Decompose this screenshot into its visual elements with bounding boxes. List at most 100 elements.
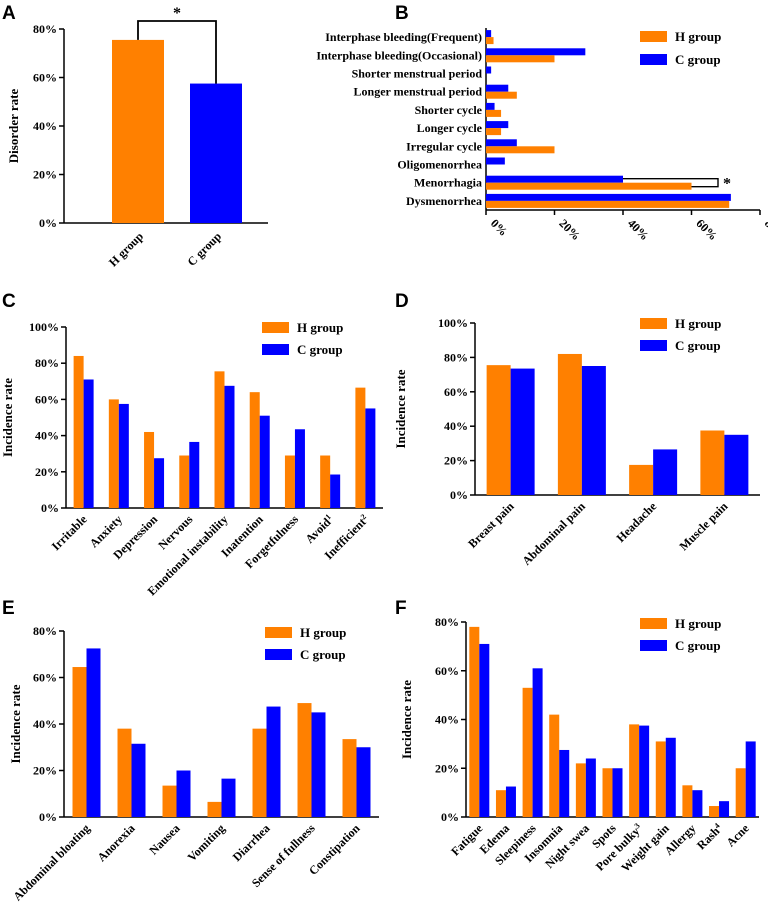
- e-bar-h-anorexia: [117, 728, 132, 817]
- f-bar-c-rash: [719, 801, 730, 817]
- d-y-tick-label: 0%: [450, 488, 468, 502]
- b-legend-label-c: C group: [675, 52, 721, 67]
- c-bar-c-depression: [154, 458, 165, 508]
- f-category-label-acne: Acne: [724, 821, 753, 850]
- f-bar-h-weight-gain: [655, 741, 666, 817]
- b-category-label-shorter-menstrual-period: Shorter menstrual period: [352, 67, 483, 81]
- b-significance-bracket: [623, 178, 719, 188]
- b-category-label-dysmenorrhea: Dysmenorrhea: [406, 194, 482, 208]
- f-bar-c-edema: [505, 786, 516, 817]
- a-category-label-c-group: C group: [184, 229, 224, 269]
- b-legend-swatch-h: [640, 31, 667, 42]
- f-bar-h-sleepiness: [522, 687, 533, 817]
- f-bar-c-allergy: [692, 790, 703, 817]
- f-bar-c-spots: [612, 768, 623, 817]
- panel-b-menstrual-chart: 0% 20% 40% 60% 80% Interphase bleeding(Freque…: [316, 28, 768, 243]
- panel-d-pain-chart: 0% 20% 40% 60% 80% 100% Incidence rate Breast p…: [393, 316, 760, 568]
- b-category-label-longer-menstrual-period: Longer menstrual period: [354, 85, 483, 99]
- e-bar-h-constipation: [342, 739, 357, 817]
- b-legend-label-h: H group: [675, 29, 721, 44]
- c-bar-h-nervous: [179, 455, 190, 508]
- a-y-axis-label: Disorder rate: [6, 89, 21, 164]
- panel-label-b: B: [395, 3, 409, 24]
- f-category-label-rash: Rash4: [694, 821, 725, 852]
- c-y-tick-label: 80%: [35, 356, 59, 370]
- e-bar-h-sense-of-fullness: [297, 703, 312, 817]
- f-bar-h-acne: [735, 768, 746, 817]
- panel-label-c: C: [2, 291, 16, 312]
- f-legend-swatch-h: [640, 618, 667, 629]
- b-category-label-irregular-cycle: Irregular cycle: [406, 139, 483, 153]
- f-bar-h-spots: [602, 768, 613, 817]
- d-bar-h-muscle-pain: [700, 430, 725, 495]
- f-legend-label-c: C group: [675, 638, 721, 653]
- e-category-label-nausea: Nausea: [146, 821, 182, 857]
- a-bar-h-group: [112, 39, 164, 223]
- a-y-tick-label: 0%: [39, 216, 57, 230]
- e-bar-h-nausea: [162, 785, 177, 817]
- f-y-tick-label: 0%: [441, 810, 459, 824]
- panel-e-digestive-chart: 0% 20% 40% 60% 80% Incidence rate Abdominal bl…: [8, 624, 379, 904]
- d-bar-c-headache: [653, 449, 678, 495]
- b-category-label-interphase-bleeding-frequent: Interphase bleeding(Frequent): [325, 30, 482, 44]
- f-category-label-fatigue: Fatigue: [448, 821, 486, 859]
- e-category-label-abdominal-bloating: Abdominal bloating: [10, 821, 92, 903]
- c-y-axis-label: Incidence rate: [0, 378, 15, 457]
- c-legend-swatch-c: [262, 344, 289, 355]
- d-category-label-abdominal-pain: Abdominal pain: [519, 499, 588, 568]
- panel-label-e: E: [2, 598, 15, 619]
- c-y-tick-label: 0%: [41, 501, 59, 515]
- d-legend-swatch-h: [640, 318, 667, 329]
- b-significance-star: *: [723, 176, 731, 193]
- d-bar-h-headache: [629, 464, 654, 495]
- b-category-label-oligomenorrhea: Oligomenorrhea: [397, 158, 482, 172]
- a-significance-star: *: [173, 5, 181, 22]
- c-y-tick-label: 100%: [29, 320, 59, 334]
- b-category-label-shorter-cycle: Shorter cycle: [415, 103, 483, 117]
- f-bar-c-night-swea: [585, 758, 596, 817]
- e-bar-c-constipation: [356, 747, 371, 817]
- b-bar-h-dysmenorrhea: [486, 200, 730, 208]
- c-category-label-irritable: Irritable: [49, 512, 90, 553]
- c-bar-c-avoid: [330, 474, 341, 508]
- d-y-tick-label: 80%: [444, 350, 468, 364]
- a-category-label-h-group: H group: [106, 229, 146, 269]
- f-y-tick-label: 20%: [435, 761, 459, 775]
- e-y-axis-label: Incidence rate: [8, 684, 23, 763]
- d-bar-c-breast-pain: [510, 368, 535, 495]
- f-bar-c-pore-bulky: [639, 725, 650, 817]
- e-category-label-vomiting: Vomiting: [185, 821, 228, 864]
- e-y-tick-label: 40%: [33, 717, 57, 731]
- f-bar-c-weight-gain: [665, 737, 676, 817]
- c-bar-h-depression: [144, 431, 155, 508]
- b-bar-c-longer-menstrual-period: [486, 84, 509, 92]
- b-bar-c-irregular-cycle: [486, 139, 517, 147]
- d-bar-c-abdominal-pain: [581, 366, 606, 495]
- b-category-label-interphase-bleeding-occasional: Interphase bleeding(Occasional): [316, 48, 482, 62]
- e-legend-swatch-c: [265, 649, 292, 660]
- f-y-axis-label: Incidence rate: [399, 680, 414, 759]
- f-y-tick-label: 80%: [435, 615, 459, 629]
- f-bar-c-insomnia: [559, 749, 570, 817]
- c-bar-c-emotional-instability: [224, 385, 235, 508]
- e-y-tick-label: 20%: [33, 764, 57, 778]
- b-bar-c-interphase-bleeding-frequent: [486, 30, 492, 38]
- e-y-tick-label: 0%: [39, 810, 57, 824]
- e-bar-c-nausea: [176, 770, 191, 817]
- c-bar-h-avoid: [320, 455, 331, 508]
- b-bar-h-interphase-bleeding-occasional: [486, 55, 555, 63]
- f-bar-c-sleepiness: [532, 668, 543, 817]
- e-y-tick-label: 60%: [33, 671, 57, 685]
- b-legend-swatch-c: [640, 54, 667, 65]
- d-legend-label-h: H group: [675, 316, 721, 331]
- c-bar-c-forgetfulness: [294, 429, 305, 508]
- c-bar-h-anxiety: [108, 399, 119, 508]
- panel-label-d: D: [395, 291, 409, 312]
- e-category-label-diarrhea: Diarrhea: [230, 821, 273, 864]
- c-bar-h-emotional-instability: [214, 371, 225, 508]
- b-category-label-longer-cycle: Longer cycle: [417, 121, 483, 135]
- c-bar-h-inatention: [249, 392, 260, 508]
- e-legend-label-h: H group: [300, 625, 346, 640]
- b-x-tick-label: 40%: [625, 216, 652, 243]
